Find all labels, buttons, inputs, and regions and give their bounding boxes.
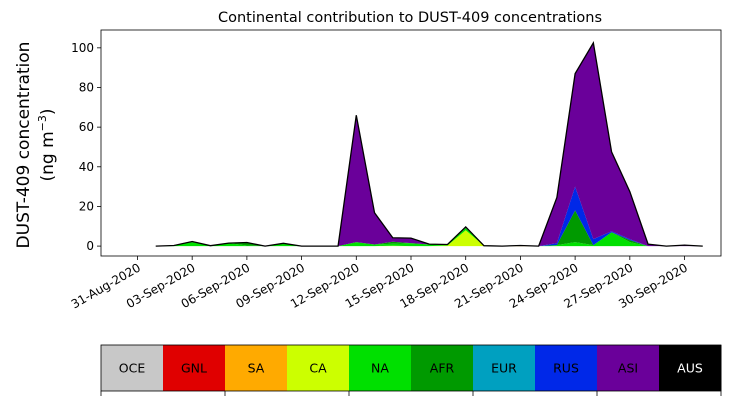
y-tick-label: 20 (79, 199, 94, 213)
legend-label-eur: EUR (491, 361, 517, 376)
legend-swatch-sa (225, 345, 288, 391)
legend-swatch-afr (411, 345, 474, 391)
legend-frame (100, 344, 722, 392)
chart-title: Continental contribution to DUST-409 con… (218, 10, 602, 26)
legend-label-oce: OCE (119, 361, 146, 376)
legend-label-sa: SA (248, 361, 265, 376)
legend-swatch-oce (101, 345, 164, 391)
y-tick-label: 60 (79, 120, 94, 134)
legend-swatch-ca (287, 345, 350, 391)
legend-swatch-na (349, 345, 412, 391)
total-line (155, 41, 703, 247)
legend-swatch-rus (535, 345, 598, 391)
y-axis-label-line1: DUST-409 concentration (14, 42, 34, 249)
legend-swatch-asi (597, 345, 660, 391)
legend-label-gnl: GNL (181, 361, 207, 376)
y-tick-label: 0 (86, 239, 94, 253)
y-tick-label: 40 (79, 160, 94, 174)
y-axis-label-line2: (ng m−3) (36, 108, 58, 181)
plot-frame (100, 29, 722, 257)
legend-label-afr: AFR (430, 361, 455, 376)
y-tick-label: 100 (71, 41, 94, 55)
y-axis-label: DUST-409 concentration (ng m−3) (14, 42, 58, 249)
legend: OCE GNL SA CA NA AFR EUR RUS ASI AUS (100, 344, 722, 396)
area-afr (155, 210, 703, 247)
legend-label-aus: AUS (677, 361, 703, 376)
y-tick-label: 80 (79, 80, 94, 94)
legend-swatch-gnl (163, 345, 226, 391)
area-asi (155, 42, 703, 247)
legend-swatch-aus (659, 345, 722, 391)
stacked-areas (155, 41, 703, 247)
y-axis: 0 20 40 60 80 100 (71, 41, 101, 253)
legend-label-rus: RUS (553, 361, 579, 376)
legend-label-asi: ASI (618, 361, 638, 376)
legend-label-ca: CA (309, 361, 327, 376)
legend-swatch-eur (473, 345, 536, 391)
legend-label-na: NA (371, 361, 389, 376)
x-axis: 31-Aug-202003-Sep-202006-Sep-202009-Sep-… (69, 256, 690, 311)
